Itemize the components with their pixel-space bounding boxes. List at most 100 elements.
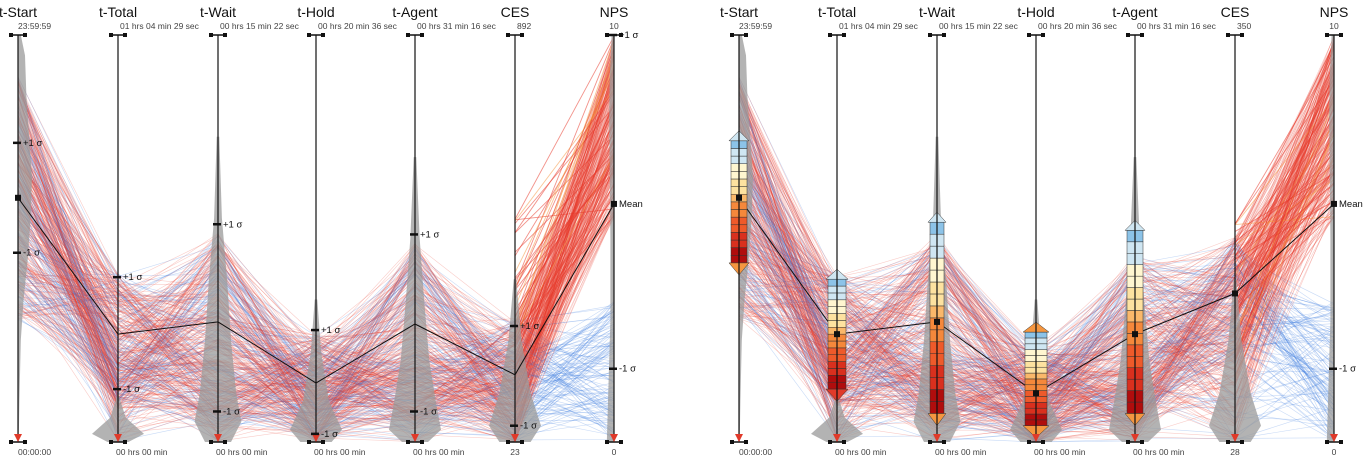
square-handle-icon[interactable] [23,33,27,37]
square-handle-icon[interactable] [1140,440,1144,444]
square-handle-icon[interactable] [406,440,410,444]
square-handle-icon[interactable] [1240,440,1244,444]
square-handle-icon[interactable] [1027,33,1031,37]
red-arrow-icon[interactable] [312,434,320,442]
square-handle-icon[interactable] [605,440,609,444]
square-handle-icon[interactable] [1325,440,1329,444]
axis-max-label: 00 hrs 20 min 36 sec [318,21,398,31]
density-nps [1326,35,1334,442]
red-arrow-icon[interactable] [735,434,743,442]
square-handle-icon[interactable] [1041,440,1045,444]
square-handle-icon[interactable] [1041,33,1045,37]
red-arrow-icon[interactable] [14,434,22,442]
nps-fan-line [1234,183,1335,269]
square-handle-icon[interactable] [842,33,846,37]
square-handle-icon[interactable] [1339,440,1343,444]
density-t_agent [389,157,441,442]
square-handle-icon[interactable] [109,33,113,37]
nps-fan-line [514,108,615,358]
square-handle-icon[interactable] [321,440,325,444]
axis-min-label: 00 hrs 00 min [116,447,168,457]
red-arrow-icon[interactable] [1131,434,1139,442]
stat-label: +1 σ [619,30,638,41]
nps-fan-line [514,154,615,336]
square-handle-icon[interactable] [23,440,27,444]
red-arrow-icon[interactable] [1330,434,1338,442]
density-t_total [811,393,863,442]
square-handle-icon[interactable] [619,440,623,444]
nps-fan-line [1234,108,1335,321]
red-arrow-icon[interactable] [411,434,419,442]
axis-min-label: 28 [1230,447,1240,457]
square-handle-icon[interactable] [842,440,846,444]
red-arrow-icon[interactable] [511,434,519,442]
square-handle-icon[interactable] [123,440,127,444]
red-arrow-icon[interactable] [1231,434,1239,442]
red-arrow-icon[interactable] [833,434,841,442]
square-handle-icon[interactable] [1126,440,1130,444]
square-handle-icon[interactable] [1339,33,1343,37]
square-handle-icon[interactable] [223,440,227,444]
axis-max-label: 00 hrs 20 min 36 sec [1038,21,1118,31]
axis-title: CES [1221,4,1250,20]
square-handle-icon[interactable] [828,440,832,444]
square-handle-icon[interactable] [406,33,410,37]
square-handle-icon[interactable] [942,440,946,444]
square-handle-icon[interactable] [307,440,311,444]
red-arrow-icon[interactable] [610,434,618,442]
square-handle-icon[interactable] [605,33,609,37]
square-handle-icon[interactable] [9,440,13,444]
square-handle-icon[interactable] [1325,33,1329,37]
square-handle-icon[interactable] [209,440,213,444]
square-handle-icon[interactable] [730,440,734,444]
axis-title: t-Start [0,4,37,20]
square-handle-icon[interactable] [942,33,946,37]
square-handle-icon[interactable] [506,33,510,37]
red-arrow-icon[interactable] [114,434,122,442]
axis-title: t-Hold [1017,4,1054,20]
red-arrow-icon[interactable] [933,434,941,442]
red-arrow-icon[interactable] [1032,434,1040,442]
square-handle-icon[interactable] [1240,33,1244,37]
square-handle-icon[interactable] [928,440,932,444]
nps-fan-line [1234,115,1335,298]
nps-fan-line [1234,172,1335,232]
square-handle-icon[interactable] [744,33,748,37]
square-handle-icon[interactable] [619,33,623,37]
square-handle-icon[interactable] [223,33,227,37]
axis-min-label: 0 [612,447,617,457]
square-handle-icon[interactable] [520,440,524,444]
nps-fan-line [514,89,615,233]
axis-title: t-Total [99,4,137,20]
square-handle-icon[interactable] [209,33,213,37]
density-t_start [18,35,32,442]
nps-fan-line [514,36,615,220]
square-handle-icon[interactable] [9,33,13,37]
square-handle-icon[interactable] [828,33,832,37]
red-arrow-icon[interactable] [214,434,222,442]
square-handle-icon[interactable] [520,33,524,37]
square-handle-icon[interactable] [321,33,325,37]
square-handle-icon[interactable] [1126,33,1130,37]
square-handle-icon[interactable] [744,440,748,444]
square-handle-icon[interactable] [506,440,510,444]
square-handle-icon[interactable] [1027,440,1031,444]
square-handle-icon[interactable] [730,33,734,37]
square-handle-icon[interactable] [307,33,311,37]
square-handle-icon[interactable] [1140,33,1144,37]
nps-fan-line [514,168,615,369]
square-handle-icon[interactable] [1226,33,1230,37]
square-handle-icon[interactable] [928,33,932,37]
square-handle-icon[interactable] [109,440,113,444]
square-handle-icon[interactable] [420,33,424,37]
square-handle-icon[interactable] [1226,440,1230,444]
axis-min-label: 00 hrs 00 min [413,447,465,457]
nps-fan-line [1234,95,1335,272]
square-handle-icon[interactable] [123,33,127,37]
square-handle-icon[interactable] [420,440,424,444]
